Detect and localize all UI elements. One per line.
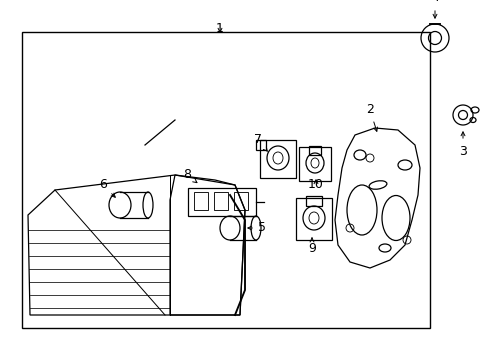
Bar [214, 192, 227, 210]
Text: 1: 1 [216, 22, 224, 35]
Text: 9: 9 [307, 238, 315, 255]
Text: 10: 10 [307, 179, 323, 192]
Bar [295, 198, 331, 240]
Text: 3: 3 [458, 145, 466, 158]
Bar [260, 140, 295, 178]
Text: 7: 7 [253, 134, 267, 151]
Bar [234, 192, 247, 210]
Bar [305, 196, 321, 206]
Bar [256, 140, 265, 150]
Bar [187, 188, 256, 216]
Text: 8: 8 [183, 168, 197, 183]
Bar [194, 192, 207, 210]
Text: 5: 5 [247, 221, 265, 234]
Bar [22, 32, 429, 328]
Bar [308, 146, 320, 155]
Bar [298, 147, 330, 181]
Text: 6: 6 [99, 179, 115, 197]
Text: 2: 2 [366, 104, 377, 131]
Text: 4: 4 [430, 0, 438, 4]
